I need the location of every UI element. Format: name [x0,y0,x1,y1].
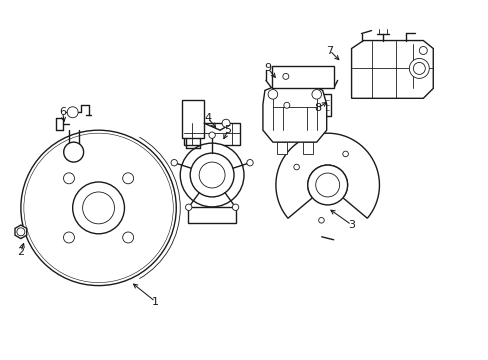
Circle shape [171,159,177,166]
Circle shape [63,173,74,184]
Circle shape [180,143,244,207]
Text: 2: 2 [17,247,24,257]
Circle shape [67,107,78,118]
Circle shape [246,159,253,166]
Circle shape [17,228,25,236]
Circle shape [199,162,224,188]
Circle shape [63,142,83,162]
Text: 3: 3 [347,220,354,230]
Polygon shape [15,225,27,239]
Circle shape [267,90,277,99]
Circle shape [293,164,299,170]
Polygon shape [275,133,379,218]
Circle shape [21,130,176,285]
Polygon shape [272,94,330,116]
Polygon shape [271,67,333,88]
Text: 1: 1 [152,297,159,306]
Circle shape [63,232,74,243]
Text: 9: 9 [264,63,271,73]
Circle shape [185,204,191,211]
Circle shape [315,173,339,197]
Polygon shape [351,41,432,98]
Circle shape [73,182,124,234]
Circle shape [232,204,238,211]
Circle shape [311,90,321,99]
Circle shape [408,58,428,78]
Polygon shape [273,68,331,84]
Circle shape [122,232,133,243]
Circle shape [283,102,289,108]
Circle shape [208,132,215,138]
Polygon shape [188,207,236,223]
Text: 7: 7 [325,45,332,55]
Polygon shape [184,123,240,145]
Circle shape [419,46,427,54]
Text: 8: 8 [313,103,321,113]
Circle shape [412,62,425,75]
Polygon shape [182,100,203,138]
Polygon shape [302,142,312,154]
Circle shape [318,217,324,223]
Circle shape [82,192,114,224]
Text: 5: 5 [224,125,231,135]
Circle shape [222,119,229,127]
Polygon shape [276,142,286,154]
Circle shape [282,73,288,80]
Polygon shape [263,84,326,142]
Circle shape [190,153,234,197]
Text: 6: 6 [59,107,66,117]
Circle shape [307,165,347,205]
Circle shape [122,173,133,184]
Text: 4: 4 [204,113,211,123]
Circle shape [342,151,347,157]
